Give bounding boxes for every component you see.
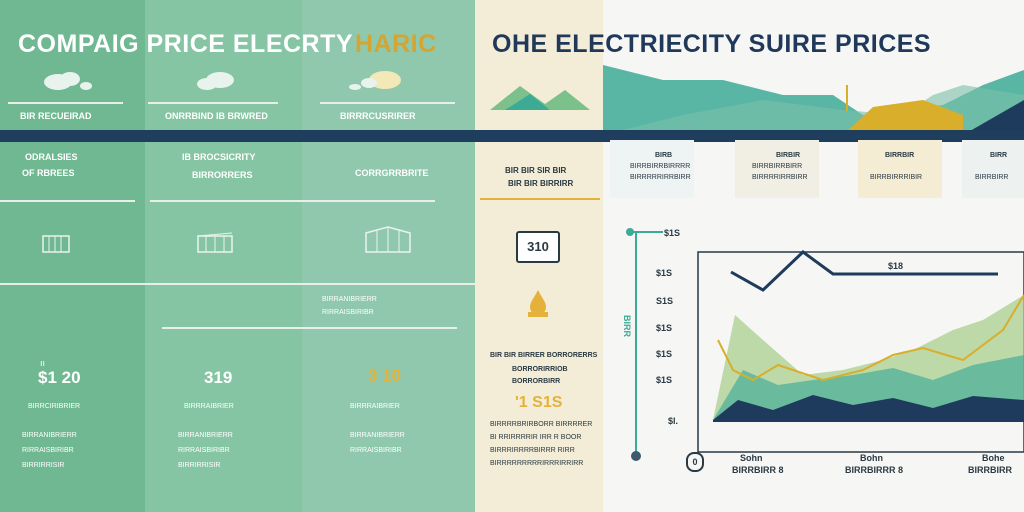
column-2-line: RIRRAISBIRIBR [178, 447, 230, 454]
center-desc: BIR BIR BIRRER BORRORERRS [490, 352, 598, 359]
column-1-desc: BIRRCIRIBRIER [28, 403, 81, 410]
info-panel [610, 140, 694, 198]
price-tick: ıı [40, 358, 46, 368]
axis-knob [626, 228, 634, 236]
info-panel [962, 140, 1024, 198]
divider [0, 283, 475, 285]
x-tick-bottom: BIRRBIRRR 8 [845, 465, 904, 475]
divider [0, 200, 135, 202]
divider [150, 200, 435, 202]
y-tick-zero: $l. [668, 416, 679, 426]
column-1-header: BIR RECUEIRAD [20, 111, 92, 121]
divider [148, 102, 278, 104]
building-icon [197, 232, 233, 253]
column-2-sub2: BIRRORRERS [192, 170, 253, 180]
y-tick: $1S [656, 323, 673, 333]
x-tick-top: Bohe [982, 453, 1005, 463]
column-3-price: 3 10 [368, 366, 402, 385]
mountain-banner [603, 65, 1024, 135]
x-tick-top: Sohn [740, 453, 763, 463]
column-3-line: BIRRANIBRIERR [350, 432, 405, 439]
info-panel [858, 140, 942, 198]
column-1-line: BIRRANIBRIERR [22, 432, 77, 439]
cloud-icon [349, 71, 401, 90]
y-tick: S1S [656, 296, 674, 306]
column-3-line: RIRRAISBIRIBR [350, 447, 402, 454]
price-chart [626, 228, 1024, 461]
column-3-desc: BIRRRAIBRIER [350, 403, 400, 410]
drop-icon [528, 290, 548, 317]
divider [8, 102, 123, 104]
info-panel [735, 140, 819, 198]
x-tick-top: Bohn [860, 453, 883, 463]
column-1-sub1: ODRALSIES [25, 152, 78, 162]
column-1-line: BIRRIRRISIR [22, 462, 65, 469]
building-icon [42, 235, 70, 253]
chart-annotation: $18 [888, 261, 904, 271]
cloud-icon [197, 72, 234, 90]
panel-line: BIRRBIRRRIBIR [870, 174, 923, 181]
center-line: BIRRRRBRIRBORR BIRRRRER [490, 421, 593, 428]
panel-line: BIRRBIRRBIRR [752, 163, 803, 170]
center-line: BI RRIRRRRIR IRR R BOOR [490, 434, 582, 441]
header-band [0, 130, 1024, 142]
panel-line: BIRRBIRR [975, 174, 1009, 181]
y-tick: $1S [656, 375, 673, 385]
center-desc: BORRORIRRIOB [512, 366, 568, 373]
divider [320, 102, 455, 104]
zero-marker: 0 [686, 452, 704, 472]
chart-title: OHE ELECTRIECITY SUIRE PRICES [492, 30, 932, 58]
area-series [713, 395, 1024, 422]
center-price: '1 S1S [515, 394, 563, 411]
axis-top-label: $1S [664, 228, 681, 238]
panel-label: BIRRBIR [885, 152, 915, 159]
panel-line: BIRRRRRIRRBIRR [630, 174, 691, 181]
center-value-box: 310 [516, 231, 560, 263]
panel-label: BIRBIR [776, 152, 801, 159]
column-2-sub1: IB BROCSICRITY [182, 152, 256, 162]
panel-line: BIRRBIRRBIRRRR [630, 163, 691, 170]
y-tick: $1S [656, 268, 673, 278]
panel-label: BIRR [990, 152, 1008, 159]
y-axis-label: BIRR [622, 315, 632, 337]
small-text: RIRRAISBIRIBR [322, 309, 374, 316]
center-desc: BORRORBIRR [512, 378, 561, 385]
column-3-sub2: CORRGRRBRITE [355, 168, 429, 178]
panel-line: BIRRRRIRRBIRR [752, 174, 808, 181]
small-text: BIRRANIBRIERR [322, 296, 377, 303]
divider [162, 327, 457, 329]
hills-icon [490, 86, 590, 110]
y-tick: $1S [656, 349, 673, 359]
center-line: BIRRRIRRRRBIRRR RIRR [490, 447, 575, 454]
column-2-line: BIRRIRRISIR [178, 462, 221, 469]
column-2-desc: BIRRRAIBRIER [184, 403, 234, 410]
center-heading-2: BIR BIR BIRRIRR [508, 179, 574, 188]
gold-line [717, 294, 1024, 382]
column-1-price: $1 20 [38, 368, 81, 387]
x-tick-bottom: BIRRBIRR 8 [732, 465, 784, 475]
column-1-sub2: OF RBREES [22, 168, 75, 178]
accent-title: HARIC [355, 30, 437, 58]
center-heading-1: BIR BIR SIR BIR [505, 166, 567, 175]
x-tick-bottom: BIRRBIRR [968, 465, 1012, 475]
column-1-line: RIRRAISBIRIBR [22, 447, 74, 454]
chart-frame [697, 251, 1024, 453]
column-2-price: 319 [204, 368, 233, 387]
divider [480, 198, 600, 200]
cloud-icon [44, 72, 92, 90]
navy-line [730, 250, 998, 292]
panel-label: BIRB [655, 152, 673, 159]
page-title: COMPAIG PRICE ELECRTY [18, 30, 354, 58]
axis-knob [631, 451, 641, 461]
column-2-header: ONRRBIND IB BRWRED [165, 111, 268, 121]
building-icon [365, 226, 411, 253]
column-3-header: BIRRRCUSRIRER [340, 111, 416, 121]
center-line: BIRRRRRRRRRIRRRIRRIRR [490, 460, 584, 467]
column-2-line: BIRRANIBRIERR [178, 432, 233, 439]
